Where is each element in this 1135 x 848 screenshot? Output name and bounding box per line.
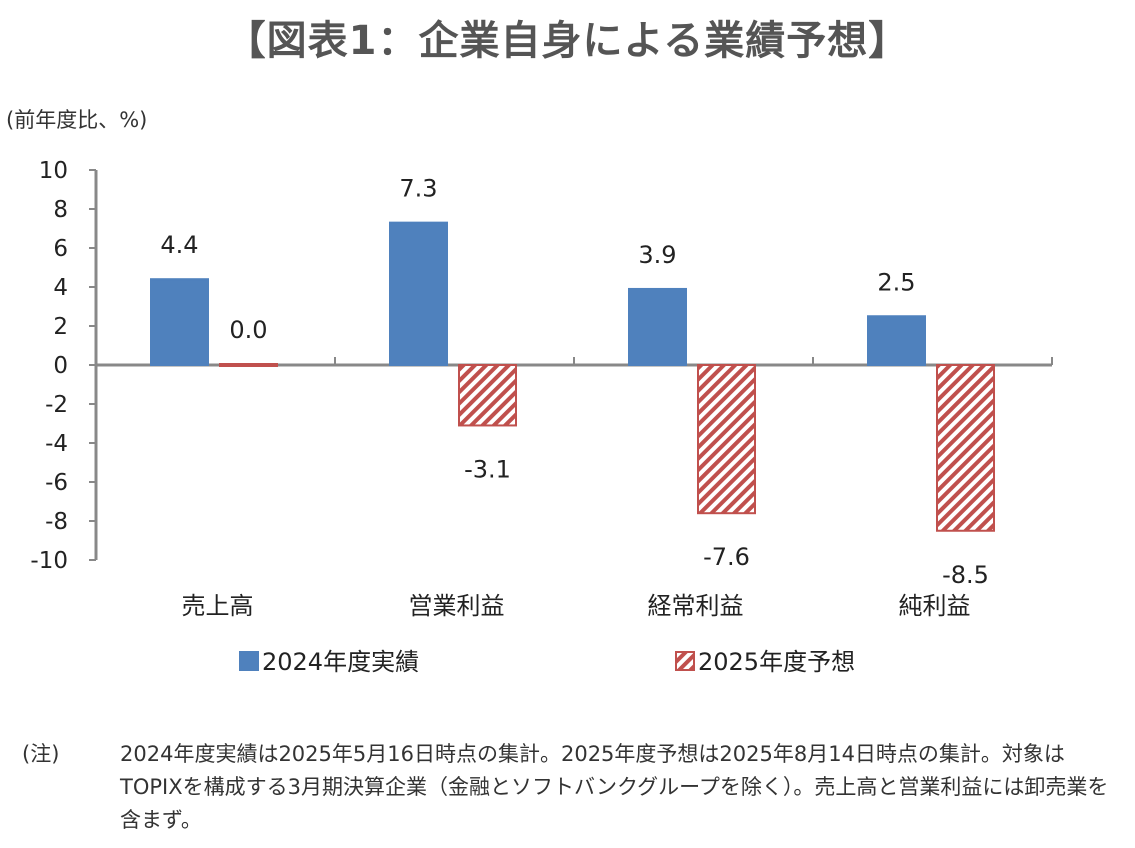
y-tick-label: 4: [53, 275, 68, 301]
bar: [219, 363, 278, 367]
data-label: 0.0: [229, 316, 267, 344]
legend-swatch: [239, 651, 259, 671]
bar: [628, 287, 687, 367]
y-tick-label: -10: [30, 548, 68, 574]
x-category-label: 経常利益: [648, 592, 744, 620]
y-tick-label: 10: [39, 158, 68, 184]
data-label: -3.1: [464, 455, 511, 483]
y-tick-label: -8: [45, 509, 68, 535]
y-tick-label: 6: [53, 236, 68, 262]
y-unit-label: (前年度比、%): [6, 108, 147, 132]
bar: [697, 364, 756, 515]
data-label: 2.5: [877, 268, 915, 296]
legend-label: 2024年度実績: [262, 648, 419, 676]
bar: [458, 364, 517, 427]
bar-chart: (前年度比、%) 10 8 6 4 2 0 -2 -4 -6 -8 -10 4.4 7.3 3.9 2.5…: [6, 108, 1053, 676]
legend-label: 2025年度予想: [698, 648, 855, 676]
bar: [150, 278, 209, 367]
data-label: 7.3: [399, 175, 437, 203]
legend-swatch: [675, 651, 695, 671]
note-label: (注): [22, 742, 60, 766]
y-tick-label: -2: [45, 392, 68, 418]
x-category-label: 営業利益: [409, 592, 505, 620]
bar: [389, 221, 448, 366]
y-tick-label: -6: [45, 470, 68, 496]
y-tick-label: 2: [53, 314, 68, 340]
y-tick-label: -4: [45, 431, 68, 457]
y-tick-label: 0: [53, 353, 68, 379]
data-label: -7.6: [703, 543, 750, 571]
data-label: 3.9: [638, 241, 676, 269]
x-category-label: 純利益: [899, 592, 971, 620]
y-tick-label: 8: [53, 197, 68, 223]
data-label: 4.4: [160, 231, 198, 259]
x-category-label: 売上高: [182, 592, 254, 620]
data-label: -8.5: [942, 561, 989, 589]
bar: [936, 364, 995, 532]
note-text: 2024年度実績は2025年5月16日時点の集計。2025年度予想は2025年8…: [120, 742, 1109, 832]
chart-title: 【図表1：企業自身による業績予想】: [225, 18, 910, 64]
bar: [867, 315, 926, 366]
